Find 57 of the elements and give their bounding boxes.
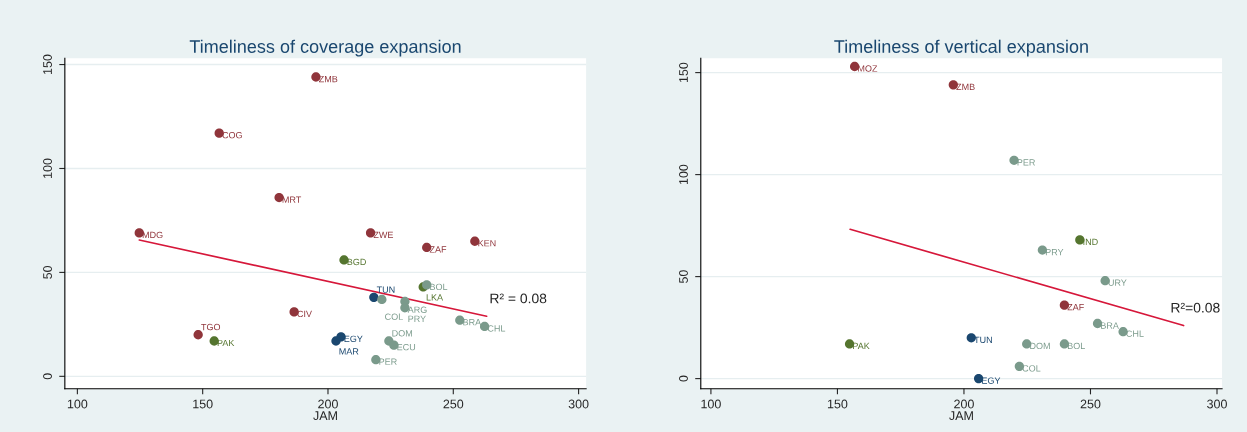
annotation: R² = 0.08 bbox=[490, 293, 547, 304]
x-axis-title: JAM bbox=[949, 411, 973, 421]
annotation: URY bbox=[1108, 279, 1127, 286]
x-tick-label: 300 bbox=[1207, 399, 1227, 409]
x-tick-label: 100 bbox=[701, 399, 721, 409]
annotation: COL bbox=[385, 313, 403, 320]
annotation: MAR bbox=[339, 348, 359, 355]
annotation: PAK bbox=[217, 339, 235, 347]
annotation: ZMB bbox=[956, 83, 975, 90]
y-tick-label: 100 bbox=[43, 158, 52, 178]
chart-title: Timeliness of vertical expansion bbox=[834, 39, 1088, 57]
x-tick-label: 150 bbox=[827, 399, 848, 409]
annotation: ZMB bbox=[319, 75, 338, 83]
annotation: EGY bbox=[344, 335, 363, 343]
y-tick-label: 150 bbox=[679, 62, 688, 83]
annotation: MDG bbox=[142, 231, 163, 239]
annotation: PRY bbox=[1045, 248, 1064, 256]
x-tick-label: 200 bbox=[954, 399, 974, 409]
annotation: PER bbox=[1017, 159, 1035, 166]
annotation: ARG bbox=[407, 306, 427, 313]
annotation: COG bbox=[222, 131, 242, 139]
x-tick-label: 250 bbox=[443, 399, 464, 409]
annotation: BRA bbox=[1101, 322, 1119, 329]
annotation: TUN bbox=[974, 336, 992, 343]
point bbox=[369, 292, 379, 302]
annotation: LKA bbox=[426, 294, 444, 301]
point bbox=[966, 333, 976, 343]
annotation: CIV bbox=[297, 310, 312, 318]
annotation: PAK bbox=[853, 342, 870, 350]
chart-title: Timeliness of coverage expansion bbox=[189, 39, 461, 57]
x-axis-title: JAM bbox=[313, 411, 337, 421]
annotation: ZWE bbox=[373, 231, 394, 239]
x-tick-label: 150 bbox=[193, 399, 213, 409]
annotation: DOM bbox=[392, 330, 412, 337]
y-tick-label: 100 bbox=[679, 164, 688, 185]
y-tick-label: 150 bbox=[43, 54, 52, 75]
y-tick-label: 50 bbox=[679, 270, 688, 284]
annotation: MRT bbox=[282, 196, 302, 203]
annotation: TUN bbox=[376, 286, 395, 293]
x-tick-label: 250 bbox=[1080, 399, 1101, 409]
x-tick-label: 300 bbox=[568, 399, 589, 409]
annotation: BGD bbox=[347, 258, 366, 266]
annotation: R²=0.08 bbox=[1171, 302, 1220, 313]
annotation: BOL bbox=[1067, 342, 1085, 350]
y-tick-label: 50 bbox=[43, 265, 52, 279]
annotation: COL bbox=[1022, 365, 1041, 372]
y-tick-label: 0 bbox=[43, 373, 52, 380]
annotation: ZAF bbox=[429, 246, 447, 253]
annotation: TGO bbox=[201, 323, 221, 331]
annotation: PRY bbox=[408, 315, 426, 322]
annotation: CHL bbox=[1126, 330, 1144, 337]
x-tick-label: 100 bbox=[67, 399, 88, 409]
point bbox=[331, 336, 341, 346]
y-tick-label: 0 bbox=[679, 375, 688, 382]
point bbox=[377, 294, 387, 305]
x-tick-label: 200 bbox=[318, 399, 338, 409]
point bbox=[193, 330, 203, 340]
